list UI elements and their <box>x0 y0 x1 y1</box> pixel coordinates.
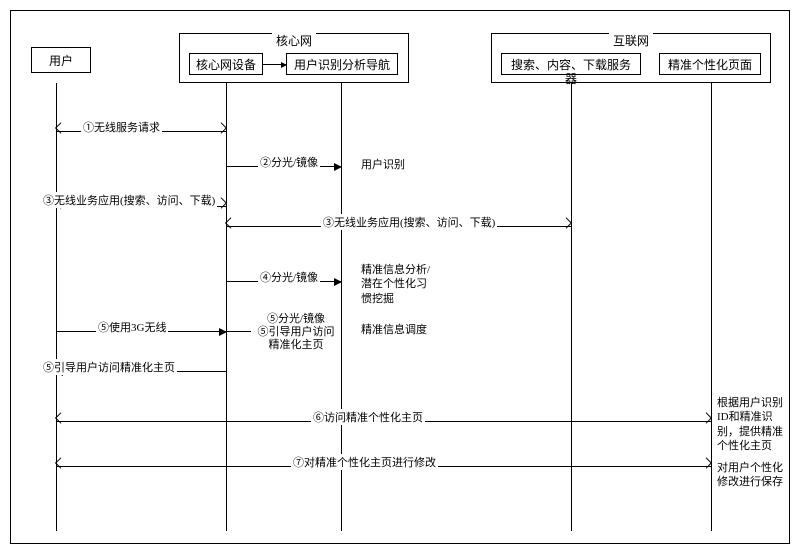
msg-label-m4: ④分光/镜像 <box>258 269 320 285</box>
right-note: 对用户个性化修改进行保存 <box>717 461 795 490</box>
msg-label-m5b: ⑤分光/镜像⑤引导用户访问精准化主页 <box>251 313 341 353</box>
group-title: 互联网 <box>609 32 653 49</box>
right-note: 根据用户识别ID和精准识别，提供精准个性化主页 <box>717 396 795 453</box>
side-note-m4: 精准信息分析/潜在个性化习惯挖掘 <box>361 263 471 306</box>
group-title: 核心网 <box>272 32 316 49</box>
msg-label-m1: ①无线服务请求 <box>81 119 162 135</box>
sequence-diagram: 核心网 互联网用户 核心网设备 用户识别分析导航 搜索、内容、下载服务器精准个性化页面 ①… <box>10 10 790 544</box>
participant-uid: 用户识别分析导航 <box>286 53 398 75</box>
participant-page: 精准个性化页面 <box>659 53 761 75</box>
participant-user: 用户 <box>31 47 91 73</box>
msg-label-m3a: ③无线业务应用(搜索、访问、下载) <box>41 192 217 208</box>
msg-label-m6: ⑥访问精准个性化主页 <box>311 409 425 425</box>
inner-arrow <box>263 64 286 65</box>
lifeline-coreEq <box>226 83 227 531</box>
msg-label-m5a: ⑤使用3G无线 <box>96 319 168 335</box>
msg-label-m2: ②分光/镜像 <box>258 154 320 170</box>
participant-server: 搜索、内容、下载服务器 <box>501 53 641 75</box>
msg-label-m5c: ⑤引导用户访问精准化主页 <box>41 359 177 375</box>
lifeline-server <box>571 83 572 531</box>
side-note-m2: 用户识别 <box>361 158 471 172</box>
msg-label-m7: ⑦对精准个性化主页进行修改 <box>291 454 438 470</box>
side-note-m5b: 精准信息调度 <box>361 323 471 337</box>
msg-label-m3b: ③无线业务应用(搜索、访问、下载) <box>321 214 497 230</box>
participant-coreEq: 核心网设备 <box>189 53 263 75</box>
